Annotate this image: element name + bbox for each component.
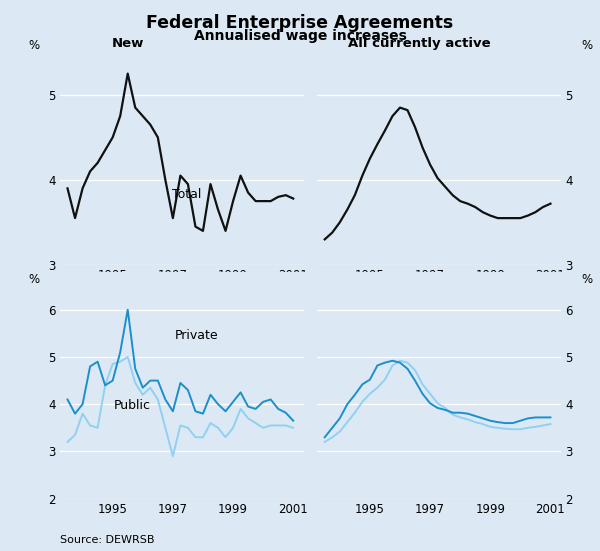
Text: Private: Private [175,328,218,342]
Text: Federal Enterprise Agreements: Federal Enterprise Agreements [146,14,454,32]
Text: %: % [581,39,593,52]
Text: New: New [112,37,145,50]
Text: Source: DEWRSB: Source: DEWRSB [60,536,155,545]
Text: Annualised wage increases: Annualised wage increases [194,29,406,42]
Text: %: % [28,273,40,286]
Text: %: % [581,273,593,286]
Text: %: % [28,39,40,52]
Text: Public: Public [113,399,151,412]
Text: Total: Total [172,188,202,201]
Text: All currently active: All currently active [348,37,491,50]
